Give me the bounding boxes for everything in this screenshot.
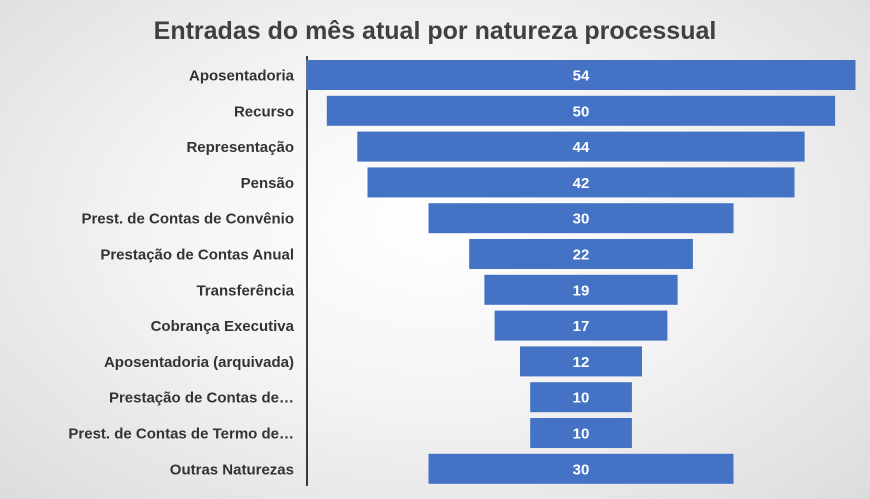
category-label: Outras Naturezas <box>170 461 294 478</box>
bar-value-label: 22 <box>573 247 590 264</box>
category-label: Cobrança Executiva <box>151 318 295 335</box>
bar-value-label: 54 <box>573 68 590 85</box>
bar-value-label: 30 <box>573 211 590 228</box>
funnel-bar <box>357 131 805 162</box>
bar-value-label: 10 <box>573 426 590 443</box>
category-label: Prestação de Contas de… <box>109 390 294 407</box>
category-label: Recurso <box>234 103 294 120</box>
category-label: Aposentadoria (arquivada) <box>104 354 294 371</box>
category-label: Pensão <box>241 175 294 192</box>
bars-group: 54 Aposentadoria 50 Recurso 44 Representação 4… <box>68 60 856 484</box>
category-label: Representação <box>186 139 294 156</box>
bar-value-label: 17 <box>573 318 590 335</box>
bar-value-label: 44 <box>573 139 590 156</box>
bar-value-label: 12 <box>573 354 590 371</box>
chart-title: Entradas do mês atual por natureza proce… <box>154 17 717 45</box>
funnel-bar <box>306 60 856 90</box>
category-label: Aposentadoria <box>189 68 295 85</box>
bar-value-label: 19 <box>573 282 590 299</box>
category-label: Prest. de Contas de Termo de… <box>68 426 294 443</box>
category-label: Prestação de Contas Anual <box>100 247 294 264</box>
funnel-bar <box>520 346 642 377</box>
category-label: Transferência <box>196 282 294 299</box>
bar-value-label: 50 <box>573 103 590 120</box>
funnel-bar <box>530 418 632 448</box>
category-label: Prest. de Contas de Convênio <box>81 211 294 228</box>
funnel-bar <box>469 239 693 269</box>
funnel-bar <box>484 274 678 305</box>
funnel-bar <box>367 167 795 198</box>
bar-value-label: 42 <box>573 175 590 192</box>
funnel-bar <box>428 203 734 234</box>
bar-value-label: 10 <box>573 390 590 407</box>
bar-value-label: 30 <box>573 461 590 478</box>
funnel-bar <box>530 382 632 413</box>
funnel-bar <box>326 95 836 126</box>
funnel-bar <box>494 310 668 341</box>
funnel-bar <box>428 453 734 484</box>
